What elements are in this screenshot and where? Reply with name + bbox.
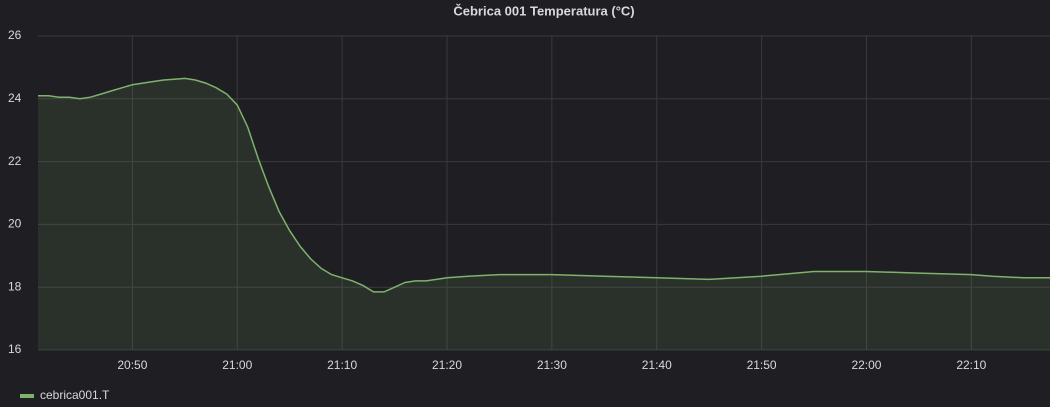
x-tick-label: 21:40 xyxy=(642,358,672,372)
x-tick-label: 21:10 xyxy=(327,358,357,372)
legend-label: cebrica001.T xyxy=(40,388,110,402)
y-tick-label: 22 xyxy=(8,154,22,168)
x-tick-label: 21:00 xyxy=(222,358,252,372)
x-tick-label: 21:20 xyxy=(432,358,462,372)
y-tick-label: 26 xyxy=(8,28,22,42)
y-tick-label: 18 xyxy=(8,279,22,293)
y-tick-label: 16 xyxy=(8,342,22,356)
chart-title: Čebrica 001 Temperatura (°C) xyxy=(453,3,634,18)
area xyxy=(38,78,1050,351)
x-tick-label: 20:50 xyxy=(117,358,147,372)
y-tick-label: 24 xyxy=(8,91,22,105)
x-tick-label: 22:00 xyxy=(851,358,881,372)
x-tick-label: 21:50 xyxy=(747,358,777,372)
y-tick-label: 20 xyxy=(8,217,22,231)
line xyxy=(38,77,1050,293)
x-tick-label: 22:10 xyxy=(956,358,986,372)
x-tick-label: 21:30 xyxy=(537,358,567,372)
